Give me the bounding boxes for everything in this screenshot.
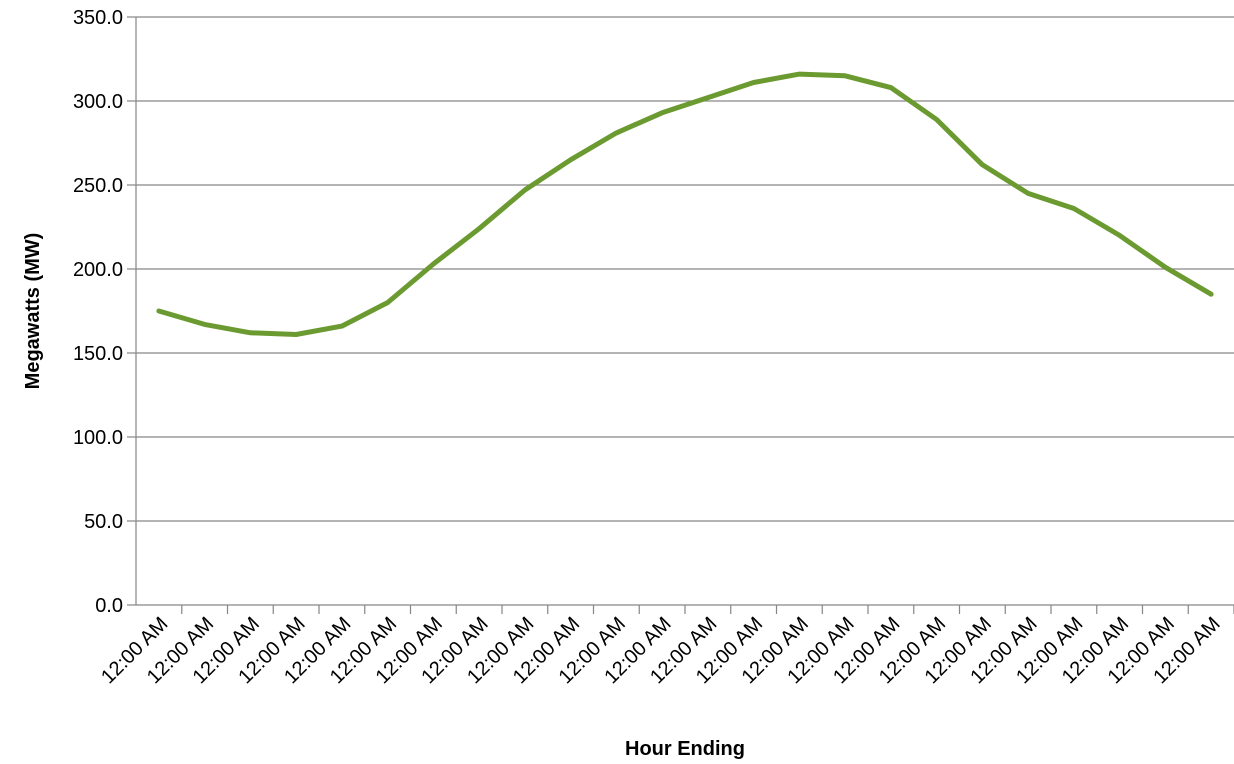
y-tick-label: 200.0 [73,259,123,281]
y-tick-label: 150.0 [73,343,123,365]
y-tick-labels: 0.0 50.0 100.0 150.0 200.0 250.0 300.0 350.0 [73,7,123,617]
y-axis-title: Megawatts (MW) [22,233,44,390]
axes [127,16,1234,614]
x-axis-title: Hour Ending [625,738,745,760]
y-tick-label: 50.0 [84,511,123,533]
y-tick-label: 100.0 [73,427,123,449]
y-tick-label: 0.0 [95,595,123,617]
series-lines [156,71,1214,337]
y-tick-label: 300.0 [73,91,123,113]
y-tick-label: 250.0 [73,175,123,197]
series-line [156,71,1214,337]
y-tick-label: 350.0 [73,7,123,29]
gridlines [136,16,1234,522]
